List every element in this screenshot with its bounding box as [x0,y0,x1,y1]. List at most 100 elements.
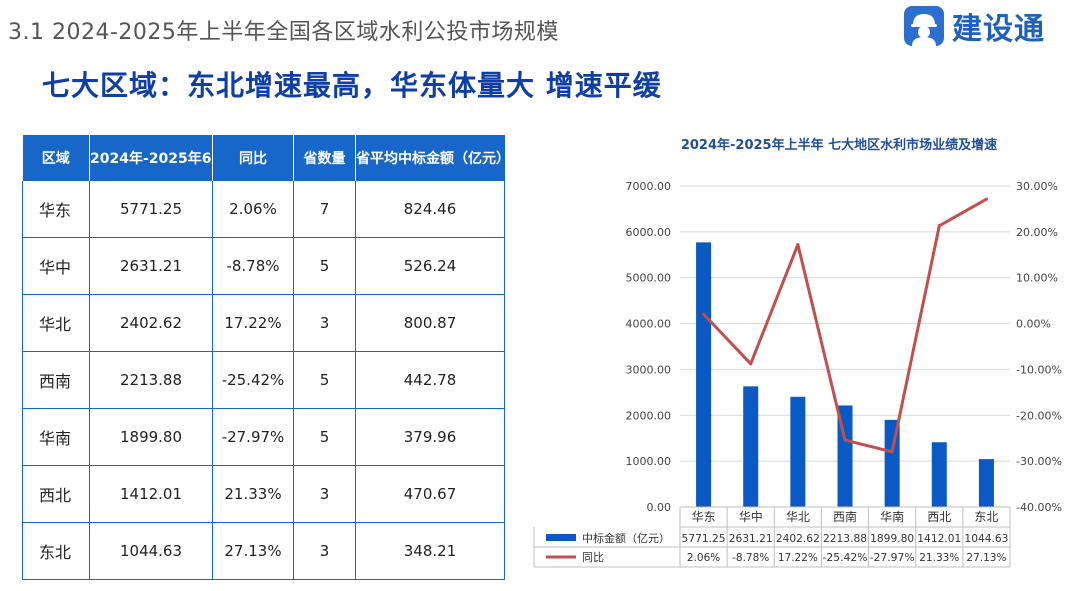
y-left-tick-label: 4000.00 [626,318,672,331]
table-cell: 800.87 [355,294,505,352]
brand-logo: 建设通 [904,4,1045,48]
yoy-point [702,312,706,316]
y-left-tick-label: 2000.00 [626,409,672,422]
table-cell: 5771.25 [89,181,213,238]
table-cell: -8.78% [212,237,294,295]
table-cell: 27.13% [212,522,294,580]
data-label-line: -27.97% [870,552,915,564]
headline: 七大区域：东北增速最高，华东体量大 增速平缓 [42,69,662,102]
y-right-tick-label: -10.00% [1016,363,1062,376]
table-cell: 3 [293,522,356,580]
y-left-tick-label: 0.00 [647,501,672,514]
x-tick-label: 西南 [833,509,857,524]
bar [790,396,806,507]
data-label-line: 27.13% [966,552,1006,564]
table-cell-region: 华北 [22,294,90,352]
y-right-tick-label: -30.00% [1016,455,1062,468]
yoy-point [890,450,894,454]
x-tick-label: 华南 [880,509,904,524]
legend-label-line: 同比 [582,551,604,564]
table-row: 西南 2213.88 -25.42% 5 442.78 [22,351,505,409]
x-tick-label: 华北 [786,510,810,524]
section-title: 3.1 2024-2025年上半年全国各区域水利公投市场规模 [8,20,559,45]
table-row: 华北 2402.62 17.22% 3 800.87 [22,294,505,352]
table-row: 华东 5771.25 2.06% 7 824.46 [22,181,505,238]
table-cell: 2213.88 [89,351,213,409]
table-cell: 1899.80 [89,408,213,466]
table-header-cell: 2024年-2025年6月 [89,135,213,181]
table-cell: 3 [293,294,356,352]
table-cell: 3 [293,465,356,523]
table-header-cell: 同比 [212,135,294,181]
legend-label-bar: 中标金额（亿元） [582,531,670,545]
table-cell: 5 [293,351,356,409]
yoy-point [937,224,941,228]
data-label-line: 21.33% [919,552,959,564]
table-cell: 379.96 [355,408,505,466]
table-header-row: 区域 2024年-2025年6月 同比 省数量 省平均中标金额（亿元） [22,135,505,181]
table-row: 华中 2631.21 -8.78% 5 526.24 [22,237,505,295]
data-label-bar: 1899.80 [870,533,914,545]
data-label-line: 2.06% [687,552,720,564]
x-tick-label: 西北 [927,510,951,524]
brand-name: 建设通 [952,12,1045,47]
y-right-tick-label: 0.00% [1016,318,1051,331]
table-cell: 5 [293,237,356,295]
data-label-line: -25.42% [823,552,868,564]
table-cell: 2.06% [212,181,294,238]
x-tick-label: 华东 [692,510,716,524]
y-right-tick-label: -40.00% [1016,501,1062,514]
chart-svg: 2024年-2025年上半年 七大地区水利市场业绩及增速 0.00 1000.00 2… [533,137,1062,568]
table-cell: 5 [293,408,356,466]
table-cell-region: 华南 [22,408,90,466]
table-cell-region: 西南 [22,351,90,409]
bar [978,459,994,507]
data-label-line: -8.78% [732,552,769,564]
table-cell: 21.33% [212,465,294,523]
y-right-tick-label: -20.00% [1016,409,1062,422]
hardhat-person-icon [904,6,944,46]
table-cell: 824.46 [355,181,505,238]
yoy-point [796,243,800,247]
table-header-cell: 区域 [22,135,90,181]
table-cell: 17.22% [212,294,294,352]
table-cell: 526.24 [355,237,505,295]
table-cell: 470.67 [355,465,505,523]
yoy-point [984,197,988,201]
legend-swatch-bar [546,534,576,541]
y-right-tick-label: 10.00% [1016,272,1058,285]
table-cell: 348.21 [355,522,505,580]
combo-chart: 2024年-2025年上半年 七大地区水利市场业绩及增速 0.00 1000.00 2… [530,125,1080,587]
data-label-bar: 5771.25 [682,533,726,545]
bar [931,442,947,507]
table-cell: 7 [293,181,356,238]
table-cell: 1412.01 [89,465,213,523]
y-left-tick-label: 1000.00 [626,455,672,468]
y-right-tick-label: 30.00% [1016,180,1058,193]
data-label-bar: 1044.63 [964,533,1008,545]
y-right-tick-label: 20.00% [1016,226,1058,239]
data-label-line: 17.22% [778,552,818,564]
y-left-tick-label: 6000.00 [626,226,672,239]
y-left-tick-label: 5000.00 [626,272,672,285]
bar [696,242,712,507]
bar [743,386,759,507]
data-label-bar: 2402.62 [776,533,820,545]
table-cell: -27.97% [212,408,294,466]
table-cell: 442.78 [355,351,505,409]
x-tick-label: 华中 [739,509,763,524]
y-left-tick-label: 7000.00 [626,180,672,193]
region-table: 区域 2024年-2025年6月 同比 省数量 省平均中标金额（亿元） 华东 57… [22,135,505,580]
table-header-cell: 省数量 [293,135,356,181]
yoy-point [749,362,753,366]
table-row: 东北 1044.63 27.13% 3 348.21 [22,522,505,580]
table-cell: 1044.63 [89,522,213,580]
table-cell-region: 华中 [22,237,90,295]
data-label-bar: 1412.01 [917,533,961,545]
chart-title: 2024年-2025年上半年 七大地区水利市场业绩及增速 [681,137,997,153]
table-cell: 2631.21 [89,237,213,295]
table-cell-region: 西北 [22,465,90,523]
table-cell-region: 东北 [22,522,90,580]
table-cell-region: 华东 [22,181,90,238]
data-label-bar: 2631.21 [729,533,773,545]
